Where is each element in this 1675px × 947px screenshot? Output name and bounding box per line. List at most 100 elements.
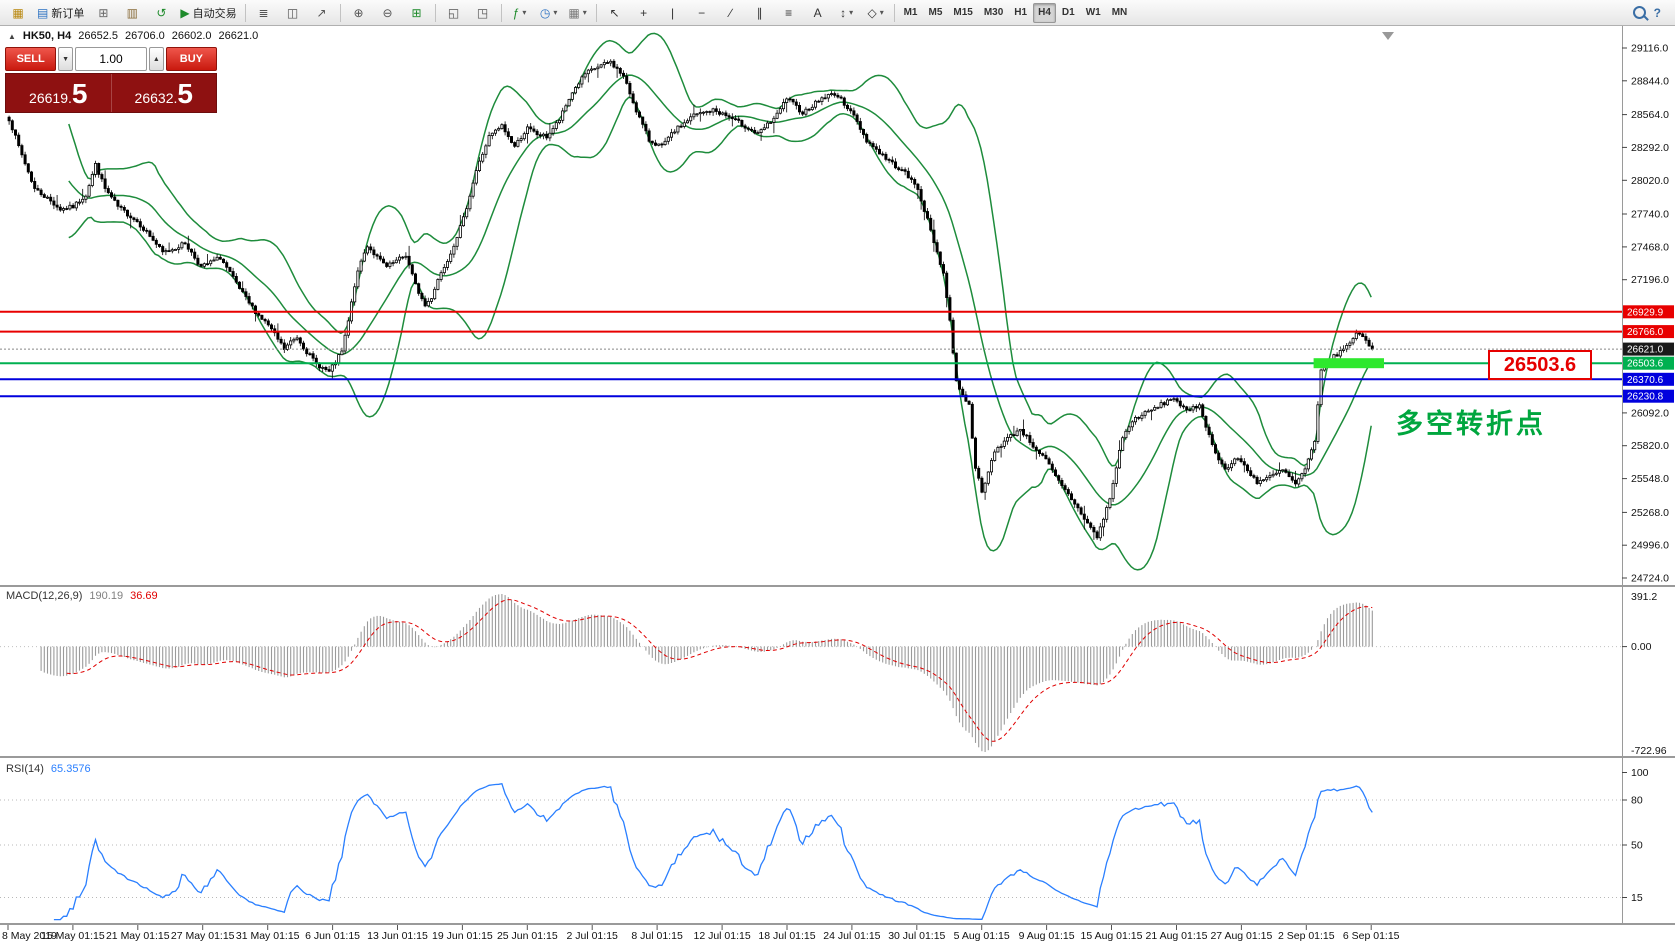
grid-icon: ⊞ bbox=[411, 5, 422, 20]
price-tags: 26929.9 26766.0 26621.0 26503.6 26370.6 26230… bbox=[1623, 305, 1674, 403]
refresh-icon[interactable]: ↺ bbox=[147, 2, 175, 24]
svg-text:19 Jun 01:15: 19 Jun 01:15 bbox=[432, 930, 493, 942]
horizontal-level-lines[interactable] bbox=[0, 310, 1622, 398]
svg-text:28292.0: 28292.0 bbox=[1631, 142, 1669, 154]
trendline-icon[interactable]: ∕ bbox=[717, 2, 745, 24]
chart-plus-icon[interactable]: ⊞ bbox=[89, 2, 117, 24]
new-order-button[interactable]: ▤ 新订单 bbox=[33, 2, 88, 24]
channel-icon: ∥ bbox=[756, 5, 763, 20]
buy-price-display[interactable]: 26632. 5 bbox=[110, 74, 217, 112]
timeframe-mn[interactable]: MN bbox=[1111, 7, 1128, 18]
quote-line: ▲ HK50, H4 26652.5 26706.0 26602.0 26621… bbox=[8, 30, 258, 42]
timeframe-h1[interactable]: H1 bbox=[1014, 7, 1028, 18]
grid-icon[interactable]: ⊞ bbox=[403, 2, 431, 24]
svg-text:18 Jul 01:15: 18 Jul 01:15 bbox=[758, 930, 815, 942]
templates-icon[interactable]: ▦ ▾ bbox=[564, 2, 592, 24]
price-axis[interactable]: 29116.0 28844.0 28564.0 28292.0 28020.0 27740… bbox=[1622, 43, 1669, 585]
shapes-icon[interactable]: ◇ ▾ bbox=[862, 2, 890, 24]
search-icon[interactable] bbox=[1632, 6, 1646, 19]
timeframe-m1[interactable]: M1 bbox=[903, 7, 918, 18]
shapes-icon: ◇ bbox=[867, 5, 877, 20]
svg-text:8 Jul 01:15: 8 Jul 01:15 bbox=[631, 930, 683, 942]
svg-text:9 Aug 01:15: 9 Aug 01:15 bbox=[1019, 930, 1075, 942]
svg-text:26766.0: 26766.0 bbox=[1627, 327, 1664, 338]
profiles-icon: ▥ bbox=[126, 5, 139, 20]
volume-increase-button[interactable]: ▲ bbox=[149, 47, 164, 71]
svg-text:21 May 01:15: 21 May 01:15 bbox=[106, 930, 170, 942]
fibonacci-icon: ≡ bbox=[785, 5, 793, 20]
volume-decrease-button[interactable]: ▼ bbox=[58, 47, 73, 71]
sell-button[interactable]: SELL bbox=[5, 47, 57, 71]
rsi-value: 65.3576 bbox=[50, 763, 91, 775]
svg-text:0.00: 0.00 bbox=[1631, 641, 1652, 653]
timeframe-m30[interactable]: M30 bbox=[983, 7, 1004, 18]
periods-icon[interactable]: ◷ ▾ bbox=[535, 2, 563, 24]
help-icon[interactable]: ? bbox=[1653, 5, 1661, 20]
text-icon[interactable]: A bbox=[804, 2, 832, 24]
svg-text:25548.0: 25548.0 bbox=[1631, 473, 1669, 485]
bar-chart-icon[interactable]: ≣ bbox=[250, 2, 278, 24]
timeframe-d1[interactable]: D1 bbox=[1061, 7, 1075, 18]
channel-icon[interactable]: ∥ bbox=[746, 2, 774, 24]
zoom-out-icon[interactable]: ⊖ bbox=[374, 2, 402, 24]
svg-text:25268.0: 25268.0 bbox=[1631, 507, 1669, 519]
quote-low: 26602.0 bbox=[171, 30, 212, 42]
indicators-icon[interactable]: ƒ ▾ bbox=[506, 2, 534, 24]
sell-price-display[interactable]: 26619. 5 bbox=[6, 74, 111, 112]
vertical-line-icon[interactable]: | bbox=[659, 2, 687, 24]
cascade-windows-icon[interactable]: ◳ bbox=[469, 2, 497, 24]
chart-area[interactable]: 29116.0 28844.0 28564.0 28292.0 28020.0 27740… bbox=[0, 26, 1675, 947]
line-chart-icon[interactable]: ↗ bbox=[308, 2, 336, 24]
quote-symbol: HK50, H4 bbox=[22, 30, 72, 42]
svg-text:21 Aug 01:15: 21 Aug 01:15 bbox=[1146, 930, 1208, 942]
svg-text:25820.0: 25820.0 bbox=[1631, 440, 1669, 452]
svg-text:8 May 2019: 8 May 2019 bbox=[2, 930, 57, 942]
toolbar-separator bbox=[893, 3, 895, 22]
svg-text:100: 100 bbox=[1631, 767, 1649, 779]
svg-text:15: 15 bbox=[1631, 892, 1643, 904]
buy-price-big-digit: 5 bbox=[177, 78, 193, 109]
zoom-in-icon[interactable]: ⊕ bbox=[345, 2, 373, 24]
svg-text:27 Aug 01:15: 27 Aug 01:15 bbox=[1210, 930, 1272, 942]
svg-text:24724.0: 24724.0 bbox=[1631, 573, 1669, 585]
cascade-windows-icon: ◳ bbox=[476, 5, 489, 20]
price-callout[interactable]: 26503.6 bbox=[1488, 350, 1592, 380]
timeframe-m5[interactable]: M5 bbox=[928, 7, 943, 18]
macd-value: 190.19 bbox=[89, 590, 124, 602]
tile-windows-icon[interactable]: ◱ bbox=[440, 2, 468, 24]
tile-windows-icon: ◱ bbox=[447, 5, 460, 20]
horizontal-line-icon[interactable]: − bbox=[688, 2, 716, 24]
one-click-trading-panel: SELL ▼ ▲ BUY 26619.5 26632.5 bbox=[5, 47, 217, 113]
svg-text:24 Jul 01:15: 24 Jul 01:15 bbox=[823, 930, 880, 942]
crosshair-icon[interactable]: + bbox=[630, 2, 658, 24]
macd-name: MACD(12,26,9) bbox=[6, 590, 83, 602]
timeframe-w1[interactable]: W1 bbox=[1085, 7, 1101, 18]
app-icon[interactable]: ▦ bbox=[4, 2, 32, 24]
timeframe-h4[interactable]: H4 bbox=[1033, 2, 1056, 23]
svg-text:-722.96: -722.96 bbox=[1631, 745, 1667, 757]
svg-text:30 Jul 01:15: 30 Jul 01:15 bbox=[888, 930, 945, 942]
buy-button[interactable]: BUY bbox=[165, 47, 217, 71]
macd-signal-value: 36.69 bbox=[130, 590, 158, 602]
volume-input[interactable] bbox=[75, 47, 147, 71]
cursor-icon[interactable]: ↖ bbox=[601, 2, 629, 24]
profiles-icon[interactable]: ▥ bbox=[118, 2, 146, 24]
svg-text:26503.6: 26503.6 bbox=[1627, 359, 1664, 370]
autotrading-button[interactable]: ▶ 自动交易 bbox=[176, 2, 240, 24]
svg-text:28844.0: 28844.0 bbox=[1631, 75, 1669, 87]
timeframe-m15[interactable]: M15 bbox=[953, 7, 973, 18]
panel-separators[interactable] bbox=[0, 26, 1675, 925]
support-highlight[interactable] bbox=[1313, 358, 1384, 369]
chart-canvas[interactable]: 29116.0 28844.0 28564.0 28292.0 28020.0 27740… bbox=[0, 26, 1675, 947]
chevron-down-icon: ▾ bbox=[582, 8, 587, 17]
svg-text:391.2: 391.2 bbox=[1631, 591, 1657, 603]
svg-text:6 Sep 01:15: 6 Sep 01:15 bbox=[1343, 930, 1400, 942]
svg-text:26230.8: 26230.8 bbox=[1627, 392, 1664, 403]
chevron-down-icon: ▾ bbox=[879, 8, 884, 17]
arrows-icon[interactable]: ↕ ▾ bbox=[833, 2, 861, 24]
fibonacci-icon[interactable]: ≡ bbox=[775, 2, 803, 24]
chart-shift-marker-icon[interactable] bbox=[1382, 32, 1394, 40]
candlestick-chart-icon[interactable]: ◫ bbox=[279, 2, 307, 24]
turning-point-annotation[interactable]: 多空转折点 bbox=[1396, 409, 1546, 439]
